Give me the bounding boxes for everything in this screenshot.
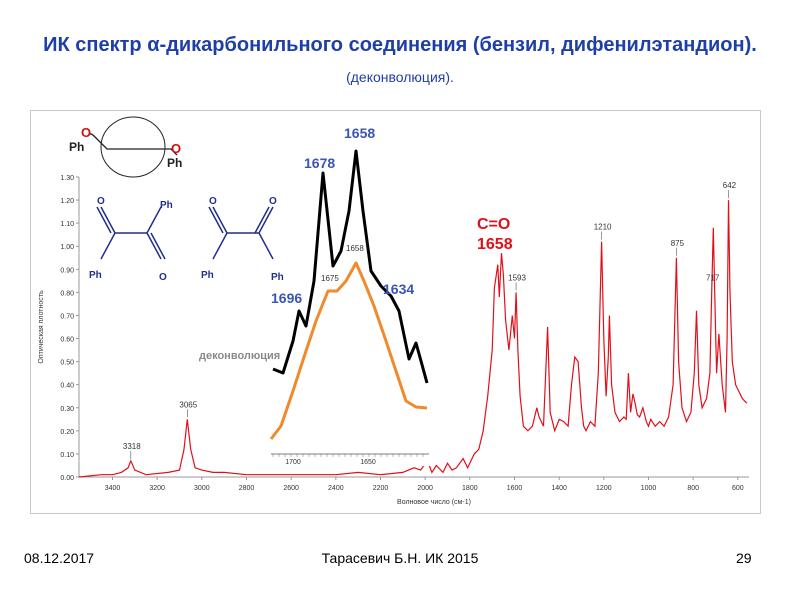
- footer-date: 08.12.2017: [24, 550, 95, 566]
- inset-measured-curve: [272, 149, 429, 384]
- co-annotation-label: C=O: [477, 216, 510, 233]
- title-main: ИК спектр α-дикарбонильного соединения (…: [43, 34, 757, 56]
- x-tick-label: 1000: [641, 485, 657, 492]
- x-tick-label: 1400: [551, 485, 567, 492]
- spectrum-frame: 0.00 0.10 0.20 0.30 0.40 0.50 0.60 0.70 0.80 0.90…: [30, 110, 761, 514]
- peak-label: 3065: [179, 400, 197, 409]
- inset-peak-label: 1696: [271, 290, 302, 306]
- structure-atom-label: Ph: [89, 270, 102, 281]
- peak-label: 1593: [508, 273, 526, 282]
- footer-author: Тарасевич Б.Н. ИК 2015: [321, 550, 479, 566]
- y-tick-label: 0.20: [60, 429, 74, 436]
- structure-atom-label: O: [97, 196, 105, 207]
- x-axis-title: Волновое число (см-1): [397, 499, 471, 506]
- molecule-circle: [100, 116, 166, 178]
- slide-title: ИК спектр α-дикарбонильного соединения (…: [40, 30, 760, 93]
- inset-peak-label: 1634: [383, 281, 414, 297]
- x-tick-label: 1600: [507, 485, 523, 492]
- spectrum-line: [78, 200, 748, 478]
- title-suffix: (деконволюция).: [346, 69, 454, 85]
- y-tick-label: 1.10: [60, 221, 74, 228]
- x-tick-label: 800: [687, 485, 699, 492]
- y-tick-label: 0.40: [60, 383, 74, 390]
- molecule-oxygen-label: O: [81, 125, 91, 140]
- peak-label: 1210: [594, 223, 612, 232]
- inset-tick-label: 1650: [360, 459, 376, 466]
- peak-label: 3318: [123, 442, 141, 451]
- structure-bonds: [96, 206, 166, 260]
- ir-spectrum-chart: 0.00 0.10 0.20 0.30 0.40 0.50 0.60 0.70 0.80 0.90…: [38, 116, 749, 506]
- structure-atom-label: Ph: [201, 270, 214, 281]
- y-tick-label: 0.60: [60, 337, 74, 344]
- peak-label: 717: [706, 273, 720, 282]
- x-tick-label: 3000: [194, 485, 210, 492]
- y-tick-label: 0.90: [60, 267, 74, 274]
- structure-atom-label: O: [209, 196, 217, 207]
- deconvolution-label: деконволюция: [199, 350, 280, 362]
- inset-peak-label: 1678: [304, 155, 335, 171]
- inset-tick-label: 1700: [285, 459, 301, 466]
- inset-orange-peak-label: 1658: [346, 244, 364, 253]
- structure-bonds: [208, 206, 274, 260]
- y-tick-label: 1.30: [60, 175, 74, 182]
- y-tick-label: 0.50: [60, 360, 74, 367]
- structure-atom-label: O: [159, 272, 167, 283]
- structure-atom-label: Ph: [160, 200, 173, 211]
- x-tick-label: 2800: [239, 485, 255, 492]
- x-tick-label: 1200: [596, 485, 612, 492]
- y-tick-label: 0.10: [60, 452, 74, 459]
- molecule-bonds: [88, 132, 178, 156]
- y-tick-label: 0.80: [60, 290, 74, 297]
- x-tick-label: 600: [732, 485, 744, 492]
- molecule-ph-label: Ph: [69, 140, 84, 154]
- y-tick-label: 0.00: [60, 475, 74, 482]
- y-tick-label: 0.70: [60, 313, 74, 320]
- y-axis-title: Оптическая плотность: [38, 290, 45, 364]
- x-tick-label: 3200: [149, 485, 165, 492]
- peak-label: 642: [723, 181, 737, 190]
- x-tick-label: 2400: [328, 485, 344, 492]
- y-tick-label: 1.20: [60, 198, 74, 205]
- footer-page-number: 29: [736, 550, 752, 566]
- molecule-oxygen-label: O: [171, 141, 181, 156]
- structure-atom-label: O: [269, 196, 277, 207]
- x-tick-label: 2000: [417, 485, 433, 492]
- inset-orange-peak-label: 1675: [321, 274, 339, 283]
- x-tick-label: 3400: [105, 485, 121, 492]
- peak-label: 875: [671, 239, 685, 248]
- x-tick-label: 2200: [373, 485, 389, 492]
- co-annotation-wavenumber: 1658: [477, 236, 513, 253]
- y-tick-label: 1.00: [60, 244, 74, 251]
- inset-deconvolved-curve: [269, 261, 428, 440]
- structure-atom-label: Ph: [271, 272, 284, 283]
- x-tick-label: 2600: [283, 485, 299, 492]
- inset-peak-label: 1658: [344, 125, 375, 141]
- y-tick-label: 0.30: [60, 406, 74, 413]
- x-tick-label: 1800: [462, 485, 478, 492]
- molecule-ph-label: Ph: [167, 156, 182, 170]
